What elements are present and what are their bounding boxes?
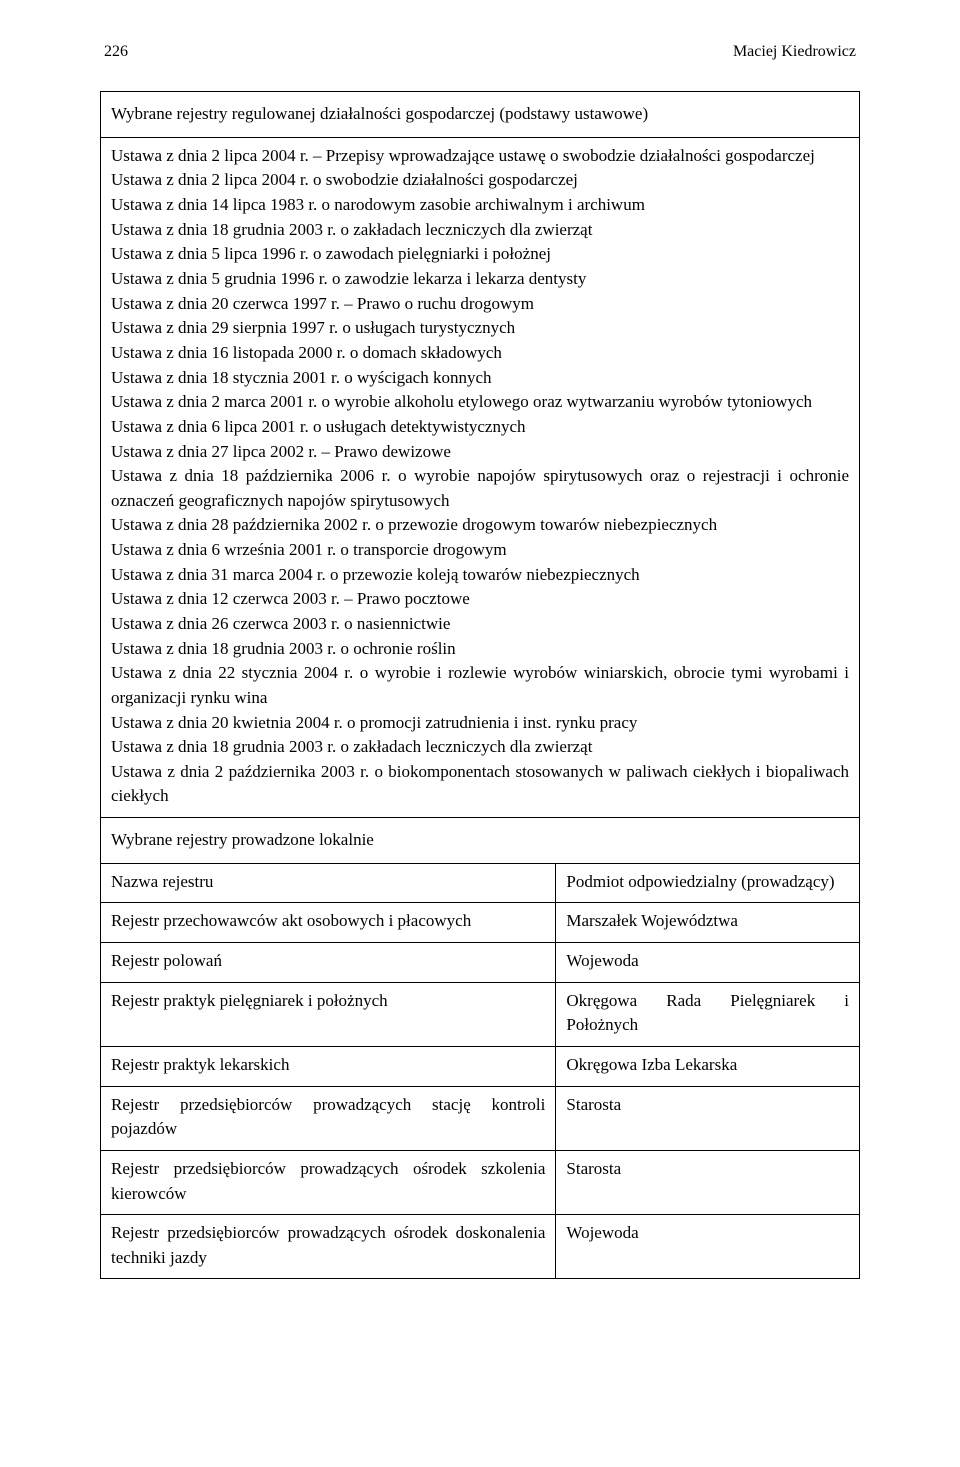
section1-title: Wybrane rejestry regulowanej działalnośc…: [111, 104, 648, 123]
section2-header-row: Nazwa rejestru Podmiot odpowiedzialny (p…: [101, 863, 860, 903]
section1-body-line: Ustawa z dnia 18 stycznia 2001 r. o wyśc…: [111, 366, 849, 391]
section1-body-line: Ustawa z dnia 14 lipca 1983 r. o narodow…: [111, 193, 849, 218]
section1-body-text: Ustawa z dnia 2 lipca 2004 r. – Przepisy…: [111, 144, 849, 809]
registry-name-cell: Rejestr praktyk pielęgniarek i położnych: [101, 982, 556, 1046]
section1-body-line: Ustawa z dnia 6 lipca 2001 r. o usługach…: [111, 415, 849, 440]
section1-body-line: Ustawa z dnia 18 grudnia 2003 r. o zakła…: [111, 735, 849, 760]
table-row: Rejestr przedsiębiorców prowadzących ośr…: [101, 1215, 860, 1279]
page-author: Maciej Kiedrowicz: [733, 40, 856, 63]
section1-body-line: Ustawa z dnia 27 lipca 2002 r. – Prawo d…: [111, 440, 849, 465]
section1-body-line: Ustawa z dnia 2 lipca 2004 r. – Przepisy…: [111, 144, 849, 169]
table-row: Rejestr przechowawców akt osobowych i pł…: [101, 903, 860, 943]
section2-title-row: Wybrane rejestry prowadzone lokalnie: [101, 818, 860, 864]
section1-body-line: Ustawa z dnia 26 czerwca 2003 r. o nasie…: [111, 612, 849, 637]
table-row: Rejestr praktyk pielęgniarek i położnych…: [101, 982, 860, 1046]
table-row: Rejestr polowańWojewoda: [101, 943, 860, 983]
section1-body-row: Ustawa z dnia 2 lipca 2004 r. – Przepisy…: [101, 137, 860, 817]
registry-authority-cell: Starosta: [556, 1086, 860, 1150]
section1-body-line: Ustawa z dnia 2 lipca 2004 r. o swobodzi…: [111, 168, 849, 193]
section1-body-line: Ustawa z dnia 2 marca 2001 r. o wyrobie …: [111, 390, 849, 415]
section1-body-line: Ustawa z dnia 5 lipca 1996 r. o zawodach…: [111, 242, 849, 267]
table-row: Rejestr praktyk lekarskichOkręgowa Izba …: [101, 1046, 860, 1086]
registry-authority-cell: Wojewoda: [556, 1215, 860, 1279]
registry-name-cell: Rejestr polowań: [101, 943, 556, 983]
section1-body-line: Ustawa z dnia 12 czerwca 2003 r. – Prawo…: [111, 587, 849, 612]
registry-authority-cell: Okręgowa Izba Lekarska: [556, 1046, 860, 1086]
registry-name-cell: Rejestr przedsiębiorców prowadzących ośr…: [101, 1150, 556, 1214]
section1-body-line: Ustawa z dnia 18 grudnia 2003 r. o zakła…: [111, 218, 849, 243]
section1-body-line: Ustawa z dnia 29 sierpnia 1997 r. o usłu…: [111, 316, 849, 341]
section1-body-line: Ustawa z dnia 18 grudnia 2003 r. o ochro…: [111, 637, 849, 662]
section1-title-cell: Wybrane rejestry regulowanej działalnośc…: [101, 92, 860, 138]
section1-body-line: Ustawa z dnia 18 października 2006 r. o …: [111, 464, 849, 513]
registry-name-cell: Rejestr przechowawców akt osobowych i pł…: [101, 903, 556, 943]
page-number: 226: [104, 40, 128, 63]
section1-body-line: Ustawa z dnia 20 kwietnia 2004 r. o prom…: [111, 711, 849, 736]
registry-name-cell: Rejestr przedsiębiorców prowadzących ośr…: [101, 1215, 556, 1279]
section1-body-line: Ustawa z dnia 5 grudnia 1996 r. o zawodz…: [111, 267, 849, 292]
registry-authority-cell: Starosta: [556, 1150, 860, 1214]
registry-name-cell: Rejestr praktyk lekarskich: [101, 1046, 556, 1086]
registry-authority-cell: Marszałek Województwa: [556, 903, 860, 943]
registry-name-cell: Rejestr przedsiębiorców prowadzących sta…: [101, 1086, 556, 1150]
table-row: Rejestr przedsiębiorców prowadzących sta…: [101, 1086, 860, 1150]
section1-title-row: Wybrane rejestry regulowanej działalnośc…: [101, 92, 860, 138]
section1-body-line: Ustawa z dnia 20 czerwca 1997 r. – Prawo…: [111, 292, 849, 317]
document-table: Wybrane rejestry regulowanej działalnośc…: [100, 91, 860, 1279]
page-header: 226 Maciej Kiedrowicz: [100, 40, 860, 63]
table-row: Rejestr przedsiębiorców prowadzących ośr…: [101, 1150, 860, 1214]
section1-body-line: Ustawa z dnia 6 września 2001 r. o trans…: [111, 538, 849, 563]
section1-body-cell: Ustawa z dnia 2 lipca 2004 r. – Przepisy…: [101, 137, 860, 817]
section2-title-cell: Wybrane rejestry prowadzone lokalnie: [101, 818, 860, 864]
section1-body-line: Ustawa z dnia 28 października 2002 r. o …: [111, 513, 849, 538]
section1-body-line: Ustawa z dnia 31 marca 2004 r. o przewoz…: [111, 563, 849, 588]
registry-authority-cell: Okręgowa Rada Pielęgniarek i Położnych: [556, 982, 860, 1046]
section1-body-line: Ustawa z dnia 16 listopada 2000 r. o dom…: [111, 341, 849, 366]
section2-title: Wybrane rejestry prowadzone lokalnie: [111, 830, 374, 849]
section2-header-left: Nazwa rejestru: [101, 863, 556, 903]
registry-authority-cell: Wojewoda: [556, 943, 860, 983]
section1-body-line: Ustawa z dnia 22 stycznia 2004 r. o wyro…: [111, 661, 849, 710]
section2-header-right: Podmiot odpowiedzialny (prowadzący): [556, 863, 860, 903]
section1-body-line: Ustawa z dnia 2 października 2003 r. o b…: [111, 760, 849, 809]
